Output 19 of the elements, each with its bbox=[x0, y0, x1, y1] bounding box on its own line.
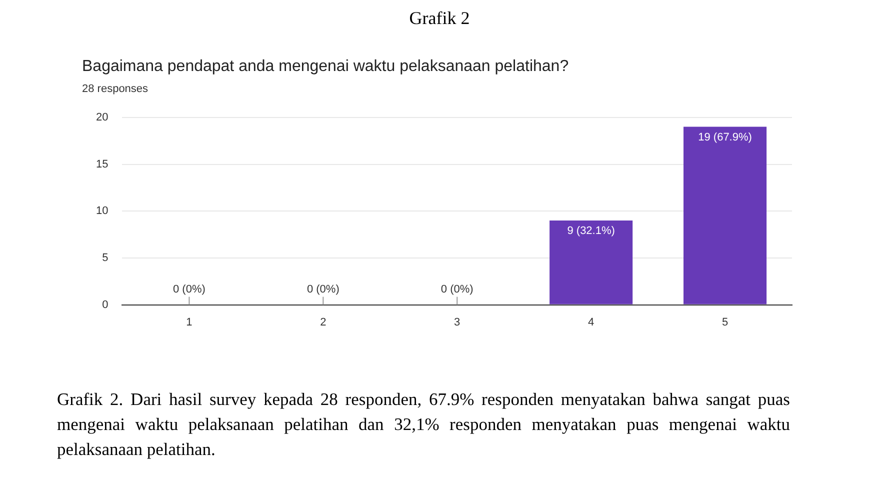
data-label: 19 (67.9%) bbox=[698, 131, 752, 144]
data-label: 0 (0%) bbox=[173, 283, 206, 296]
chart-title: Bagaimana pendapat anda mengenai waktu pelaksanaan pelatihan? bbox=[82, 58, 569, 76]
y-tick-label: 10 bbox=[96, 205, 108, 218]
x-tick-label: 5 bbox=[722, 316, 728, 328]
y-tick-label: 5 bbox=[102, 252, 108, 264]
x-tick-label: 1 bbox=[186, 316, 192, 328]
x-tick-label: 3 bbox=[454, 316, 460, 328]
data-label: 0 (0%) bbox=[440, 283, 474, 296]
data-label: 9 (32.1%) bbox=[567, 225, 615, 237]
data-label: 0 (0%) bbox=[306, 283, 340, 296]
x-tick-label: 2 bbox=[320, 316, 326, 328]
chart-subtitle: 28 responses bbox=[82, 82, 149, 95]
text: Grafik 2. Dari hasil survey kepada 28 responden, 67.9% responden menyatakan bahwa sangat puas mengenai waktu pelaksanaan pelatihan dan 32,1% responden menyatakan puas mengenai waktu pelaksanaan pelatihan. bbox=[57, 388, 790, 461]
y-tick-label: 15 bbox=[96, 158, 108, 170]
y-tick-label: 20 bbox=[96, 111, 108, 124]
x-tick-label: 4 bbox=[588, 316, 594, 328]
text: Grafik 2 bbox=[408, 8, 471, 29]
y-tick-label: 0 bbox=[102, 298, 108, 311]
